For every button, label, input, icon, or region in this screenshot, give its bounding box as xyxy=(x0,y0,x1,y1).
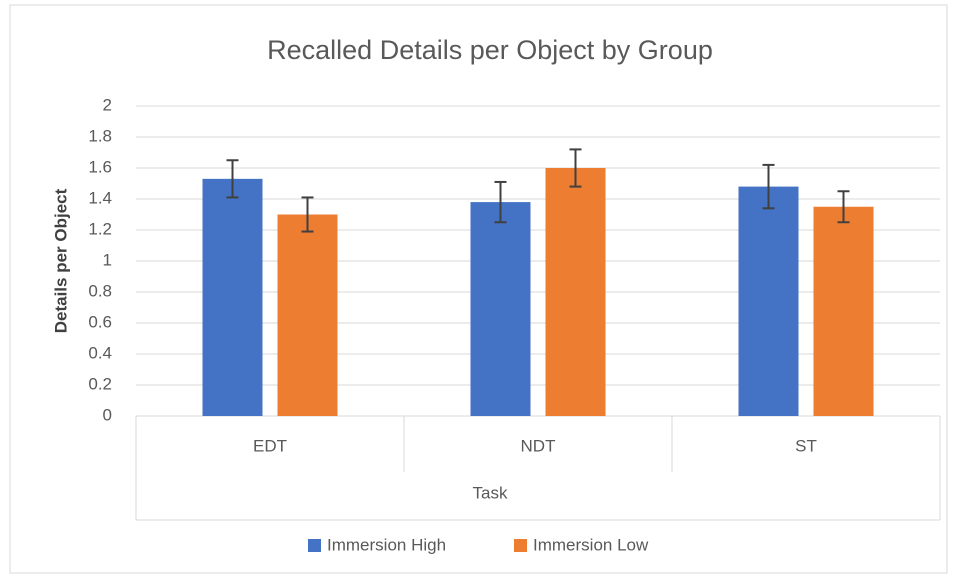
y-tick-label: 1 xyxy=(103,250,112,269)
y-tick-label: 0.8 xyxy=(88,281,112,300)
y-tick-label: 0.2 xyxy=(88,374,112,393)
y-tick-label: 0 xyxy=(103,405,112,424)
bar xyxy=(545,168,606,416)
bar xyxy=(277,214,338,416)
y-tick-label: 1.8 xyxy=(88,126,112,145)
error-bar xyxy=(494,180,507,224)
legend-label: Immersion Low xyxy=(533,535,649,554)
x-tick-label: NDT xyxy=(521,436,556,455)
y-tick-label: 1.6 xyxy=(88,157,112,176)
error-bar xyxy=(569,148,582,188)
bar xyxy=(738,186,799,416)
bar xyxy=(813,206,874,416)
legend-label: Immersion High xyxy=(327,535,446,554)
legend-swatch xyxy=(308,539,321,552)
bar xyxy=(202,178,263,416)
error-bar xyxy=(226,159,239,199)
y-tick-label: 1.2 xyxy=(88,219,112,238)
y-tick-label: 2 xyxy=(103,95,112,114)
x-tick-label: ST xyxy=(795,436,817,455)
error-bar xyxy=(837,190,850,224)
y-tick-label: 0.6 xyxy=(88,312,112,331)
y-tick-label: 0.4 xyxy=(88,343,112,362)
y-tick-label: 1.4 xyxy=(88,188,112,207)
error-bar xyxy=(762,163,775,210)
y-axis-label: Details per Object xyxy=(51,188,70,333)
chart-title: Recalled Details per Object by Group xyxy=(267,35,713,65)
error-bar xyxy=(301,196,314,233)
x-axis-label: Task xyxy=(473,483,508,502)
x-tick-label: EDT xyxy=(253,436,287,455)
legend-swatch xyxy=(514,539,527,552)
bar xyxy=(470,202,531,416)
